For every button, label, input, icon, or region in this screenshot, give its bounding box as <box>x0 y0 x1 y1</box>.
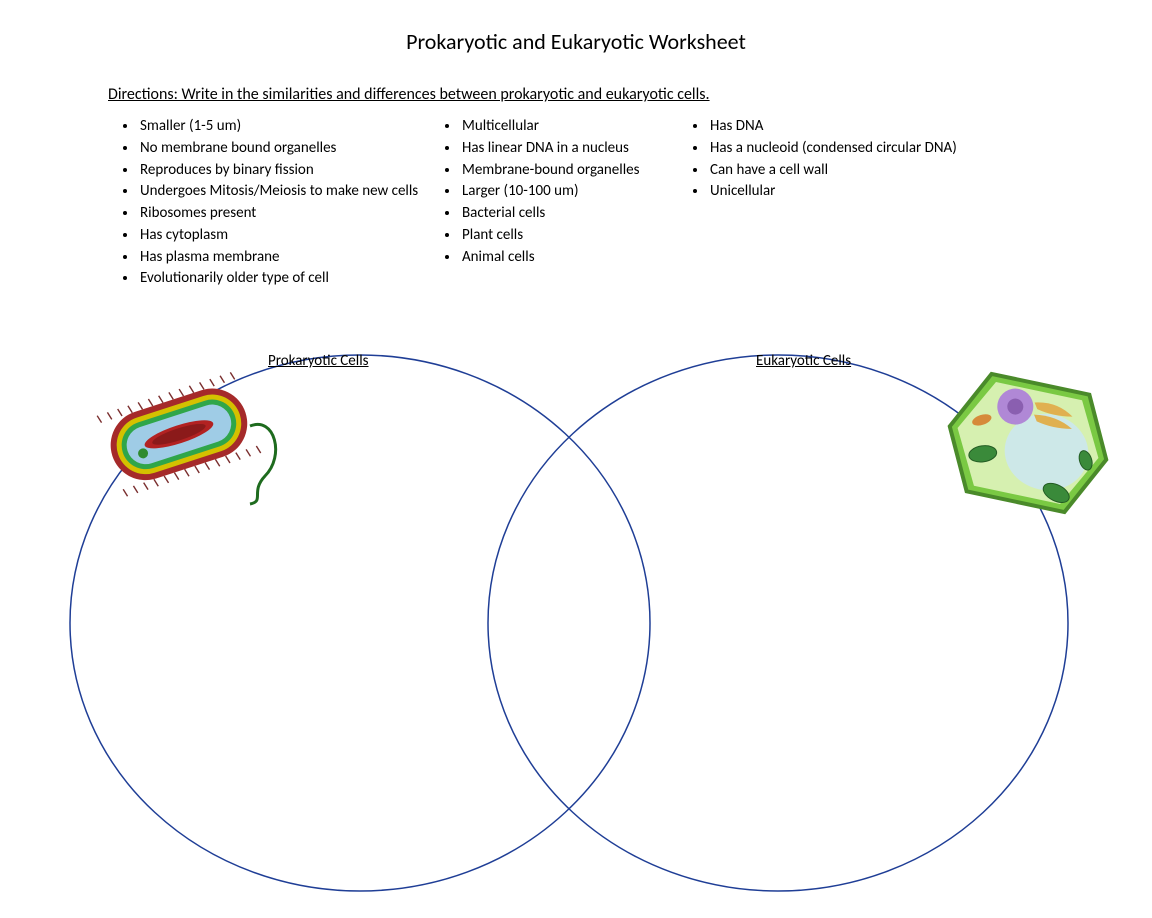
list-item: Has a nucleoid (condensed circular DNA) <box>708 138 1038 160</box>
column-2-list: MulticellularHas linear DNA in a nucleus… <box>430 116 678 268</box>
column-3-list: Has DNAHas a nucleoid (condensed circula… <box>678 116 1038 203</box>
list-item: Bacterial cells <box>460 203 678 225</box>
list-item: Multicellular <box>460 116 678 138</box>
list-item: Has cytoplasm <box>138 225 430 247</box>
list-item: Evolutionarily older type of cell <box>138 268 430 290</box>
list-item: Has DNA <box>708 116 1038 138</box>
list-item: Larger (10-100 um) <box>460 181 678 203</box>
venn-right-label: Eukaryotic Cells <box>756 352 851 370</box>
list-item: Has linear DNA in a nucleus <box>460 138 678 160</box>
list-item: Ribosomes present <box>138 203 430 225</box>
list-item: Membrane-bound organelles <box>460 160 678 182</box>
fact-columns: Smaller (1-5 um)No membrane bound organe… <box>108 116 1152 290</box>
list-item: Animal cells <box>460 247 678 269</box>
prokaryote-cell-icon <box>90 366 290 506</box>
eukaryote-cell-icon <box>938 368 1118 518</box>
list-item: Unicellular <box>708 181 1038 203</box>
directions-text: Directions: Write in the similarities an… <box>108 85 1152 104</box>
list-item: Has plasma membrane <box>138 247 430 269</box>
list-item: Can have a cell wall <box>708 160 1038 182</box>
list-item: Undergoes Mitosis/Meiosis to make new ce… <box>138 181 430 203</box>
list-item: No membrane bound organelles <box>138 138 430 160</box>
column-1-list: Smaller (1-5 um)No membrane bound organe… <box>108 116 430 290</box>
list-item: Smaller (1-5 um) <box>138 116 430 138</box>
list-item: Plant cells <box>460 225 678 247</box>
list-item: Reproduces by binary fission <box>138 160 430 182</box>
page-title: Prokaryotic and Eukaryotic Worksheet <box>0 28 1152 55</box>
column-2: MulticellularHas linear DNA in a nucleus… <box>430 116 678 290</box>
column-1: Smaller (1-5 um)No membrane bound organe… <box>108 116 430 290</box>
column-3: Has DNAHas a nucleoid (condensed circula… <box>678 116 1038 290</box>
